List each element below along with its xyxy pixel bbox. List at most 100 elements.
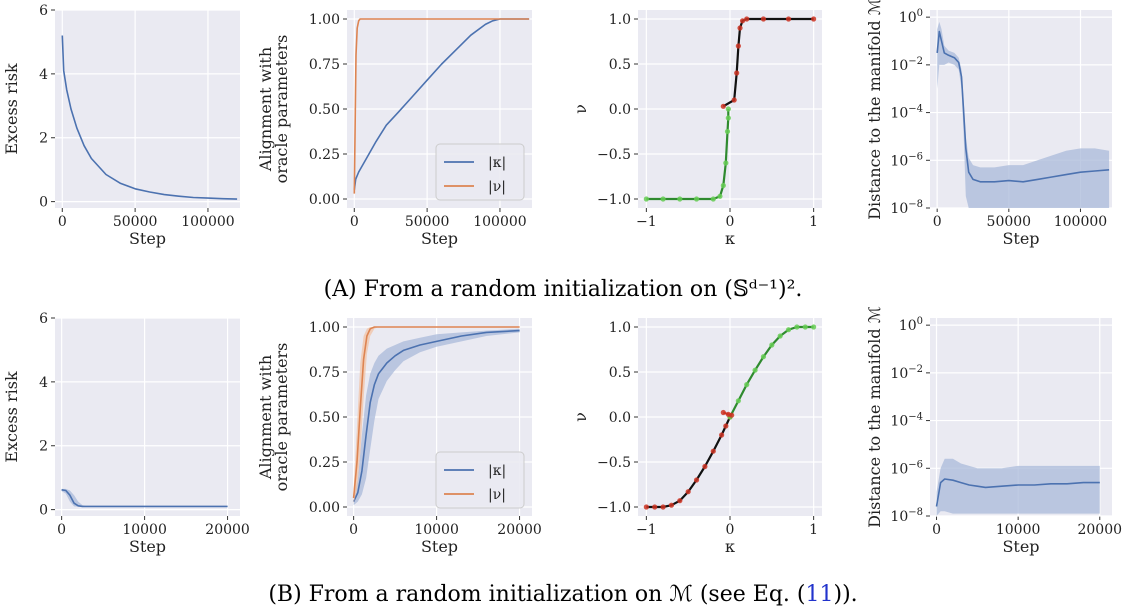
trajectory-point	[735, 43, 741, 49]
trajectory-point	[731, 97, 737, 103]
x-axis-label: Step	[129, 229, 166, 248]
x-tick-label: 0	[350, 214, 359, 230]
x-tick-label: 100000	[473, 214, 526, 230]
x-tick-label: 20000	[497, 522, 542, 538]
series-line-1	[61, 489, 228, 508]
confidence-band-1	[936, 458, 1100, 516]
trajectory-point	[802, 324, 808, 330]
y-tick-label: 0.25	[309, 455, 340, 471]
y-tick-label: 0	[39, 503, 48, 519]
x-tick-label: 10000	[414, 522, 459, 538]
legend-label-2: |ν|	[488, 179, 506, 195]
trajectory-point	[785, 16, 792, 22]
plot-area	[55, 318, 240, 516]
x-tick-label: 50000	[405, 214, 450, 230]
trajectory-point	[811, 324, 817, 330]
series-line-2	[353, 18, 530, 194]
chart-a3: −1 0 1 −1.0 −0.5 0.0 0.5 1.0 κ ν	[571, 10, 822, 248]
x-tick-label: 100000	[181, 214, 234, 230]
equation-reference-link[interactable]: 11	[805, 582, 834, 607]
x-tick-label: 0	[726, 214, 735, 230]
y-tick-label: 100	[899, 8, 923, 26]
trajectory-point	[769, 342, 775, 348]
trajectory-point	[777, 333, 783, 339]
y-axis-label: Distance to the manifold ℳ	[865, 0, 884, 220]
y-tick-label: 1.0	[609, 12, 631, 28]
y-tick-label: 10−4	[890, 412, 923, 430]
x-axis-label: Step	[1002, 537, 1039, 556]
trajectory-point	[677, 196, 683, 202]
legend-label-2: |ν|	[488, 487, 506, 503]
trajectory-line-2	[722, 17, 814, 108]
trajectory-point	[794, 324, 800, 330]
legend-box	[435, 143, 525, 201]
data-layer	[61, 35, 238, 200]
x-axis-label: Step	[421, 537, 458, 556]
chart-b2: 0 10000 20000 0.00 0.25 0.50 0.75 1.00 |κ| |ν| Ste…	[256, 318, 542, 556]
trajectory-point	[710, 196, 716, 202]
trajectory-point	[737, 25, 743, 31]
x-tick-label: −1	[636, 214, 657, 230]
x-tick-label: 20000	[1077, 522, 1122, 538]
y-tick-label: −0.5	[597, 147, 631, 163]
trajectory-point	[729, 412, 735, 418]
y-axis-label-line2: oracle parameters	[272, 343, 291, 492]
legend-label-1: |κ|	[488, 155, 506, 171]
y-axis-label: ν	[571, 104, 590, 114]
series-line-1	[936, 30, 1110, 183]
y-tick-label: 10−2	[890, 56, 923, 74]
trajectory-point	[720, 409, 726, 416]
x-tick-label: 10000	[996, 522, 1041, 538]
y-tick-label: 0.0	[609, 410, 631, 426]
y-tick-label: −0.5	[597, 455, 631, 471]
x-tick-label: 0	[58, 214, 67, 230]
trajectory-point	[744, 16, 750, 22]
trajectory-point	[693, 477, 700, 483]
trajectory-point	[785, 327, 792, 333]
x-tick-label: 0	[57, 522, 66, 538]
chart-a1: 0 50000 100000 0 2 4 6 Step Excess risk	[2, 3, 240, 248]
y-tick-label: 0.5	[609, 365, 631, 381]
y-tick-label: −1.0	[597, 192, 631, 208]
trajectory-point	[760, 16, 767, 22]
trajectory-point	[723, 423, 729, 429]
x-axis-label: Step	[129, 537, 166, 556]
y-tick-label: 10−4	[890, 104, 923, 122]
caption-b-suffix: )).	[833, 582, 858, 607]
trajectory-point	[710, 448, 716, 454]
data-layer	[353, 18, 530, 194]
y-tick-label: 1.00	[309, 12, 340, 28]
x-axis-label: Step	[1002, 229, 1039, 248]
y-tick-label: 0.25	[309, 147, 340, 163]
series-line-1	[935, 478, 1100, 507]
y-tick-label: 2	[39, 439, 48, 455]
x-axis-label: κ	[725, 229, 735, 248]
x-tick-label: 0	[932, 522, 941, 538]
y-tick-label: 10−8	[890, 199, 923, 217]
trajectory-point	[744, 382, 750, 388]
y-tick-label: 4	[39, 67, 48, 83]
y-tick-label: 0.00	[309, 192, 340, 208]
series-line-1	[353, 18, 530, 191]
y-tick-label: 0.5	[609, 57, 631, 73]
y-tick-label: 0.50	[309, 410, 340, 426]
y-axis-label: Distance to the manifold ℳ	[865, 306, 884, 528]
x-tick-label: 0	[349, 522, 358, 538]
y-tick-label: 2	[39, 131, 48, 147]
caption-b-prefix: (B) From a random initialization on ℳ (s…	[268, 582, 806, 607]
y-tick-label: 4	[39, 375, 48, 391]
trajectory-point	[643, 504, 649, 510]
y-tick-label: −1.0	[597, 500, 631, 516]
x-tick-label: 50000	[113, 214, 158, 230]
chart-b3: −1 0 1 −1.0 −0.5 0.0 0.5 1.0 κ ν	[571, 318, 822, 556]
trajectory-point	[660, 504, 666, 510]
trajectory-point	[668, 502, 675, 508]
data-layer	[61, 488, 228, 508]
trajectory-point	[717, 193, 723, 199]
caption-b: (B) From a random initialization on ℳ (s…	[0, 582, 1126, 607]
trajectory-point	[735, 398, 741, 404]
x-tick-label: 20000	[205, 522, 250, 538]
legend-box	[435, 451, 525, 509]
trajectory-point	[734, 70, 740, 76]
data-layer	[643, 324, 817, 510]
